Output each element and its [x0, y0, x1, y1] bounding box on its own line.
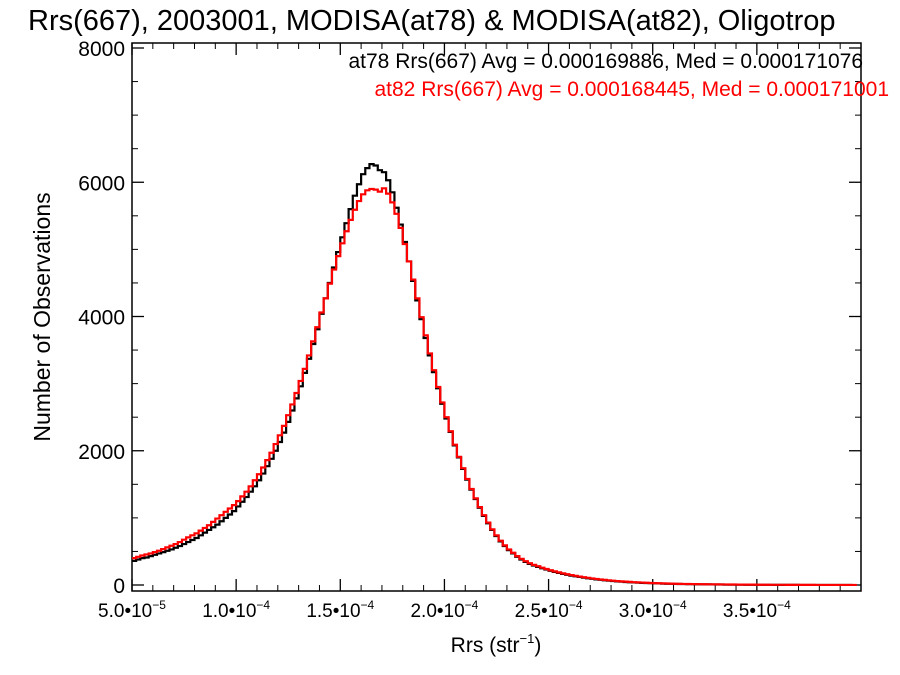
y-axis-label: Number of Observations	[29, 192, 55, 441]
series-at82-histogram	[132, 187, 857, 587]
x-tick-label: 3.0•10−4	[619, 598, 687, 622]
x-axis-label: Rrs (str−1)	[451, 631, 542, 657]
x-tick-label: 5.0•10−5	[98, 598, 166, 622]
y-tick-label: 0	[113, 575, 125, 598]
x-tick-label-exponent: −4	[256, 598, 270, 612]
x-tick-label-mantissa: 2.5•10	[515, 601, 569, 622]
y-tick-label: 4000	[78, 307, 125, 330]
legend-stat-at78: at78 Rrs(667) Avg = 0.000169886, Med = 0…	[348, 50, 863, 73]
x-axis: 5.0•10−5 1.0•10−4 1.5•10−4 2.0•10−4 2.5•10−4…	[98, 43, 841, 622]
x-tick-label: 1.0•10−4	[202, 598, 270, 622]
x-tick-label: 2.0•10−4	[410, 598, 478, 622]
legend-stat-at82: at82 Rrs(667) Avg = 0.000168445, Med = 0…	[374, 78, 889, 101]
x-tick-label-exponent: −4	[777, 598, 791, 612]
y-tick-label: 6000	[78, 172, 125, 195]
x-tick-label-mantissa: 5.0•10	[98, 601, 152, 622]
x-tick-label-exponent: −4	[465, 598, 479, 612]
x-tick-label-exponent: −4	[361, 598, 375, 612]
x-tick-label-mantissa: 3.0•10	[619, 601, 673, 622]
x-tick-label-mantissa: 3.5•10	[723, 601, 777, 622]
y-tick-label: 8000	[78, 38, 125, 61]
x-tick-label: 1.5•10−4	[306, 598, 374, 622]
x-tick-label: 3.5•10−4	[723, 598, 791, 622]
chart-title: Rrs(667), 2003001, MODISA(at78) & MODISA…	[28, 5, 835, 37]
y-tick-label: 2000	[78, 441, 125, 464]
x-tick-label-exponent: −4	[569, 598, 583, 612]
x-tick-label-mantissa: 2.0•10	[410, 601, 464, 622]
x-tick-label-mantissa: 1.0•10	[202, 601, 256, 622]
x-tick-label-mantissa: 1.5•10	[306, 601, 360, 622]
x-tick-label: 2.5•10−4	[515, 598, 583, 622]
x-axis-label-main: Rrs (str	[451, 634, 520, 657]
x-tick-label-exponent: −5	[152, 598, 166, 612]
y-axis: 0 2000 4000 6000 8000	[78, 38, 861, 598]
x-axis-label-exponent: −1	[520, 631, 535, 646]
series-layer	[132, 163, 857, 587]
x-tick-label-exponent: −4	[673, 598, 687, 612]
x-axis-label-close: )	[534, 634, 541, 657]
